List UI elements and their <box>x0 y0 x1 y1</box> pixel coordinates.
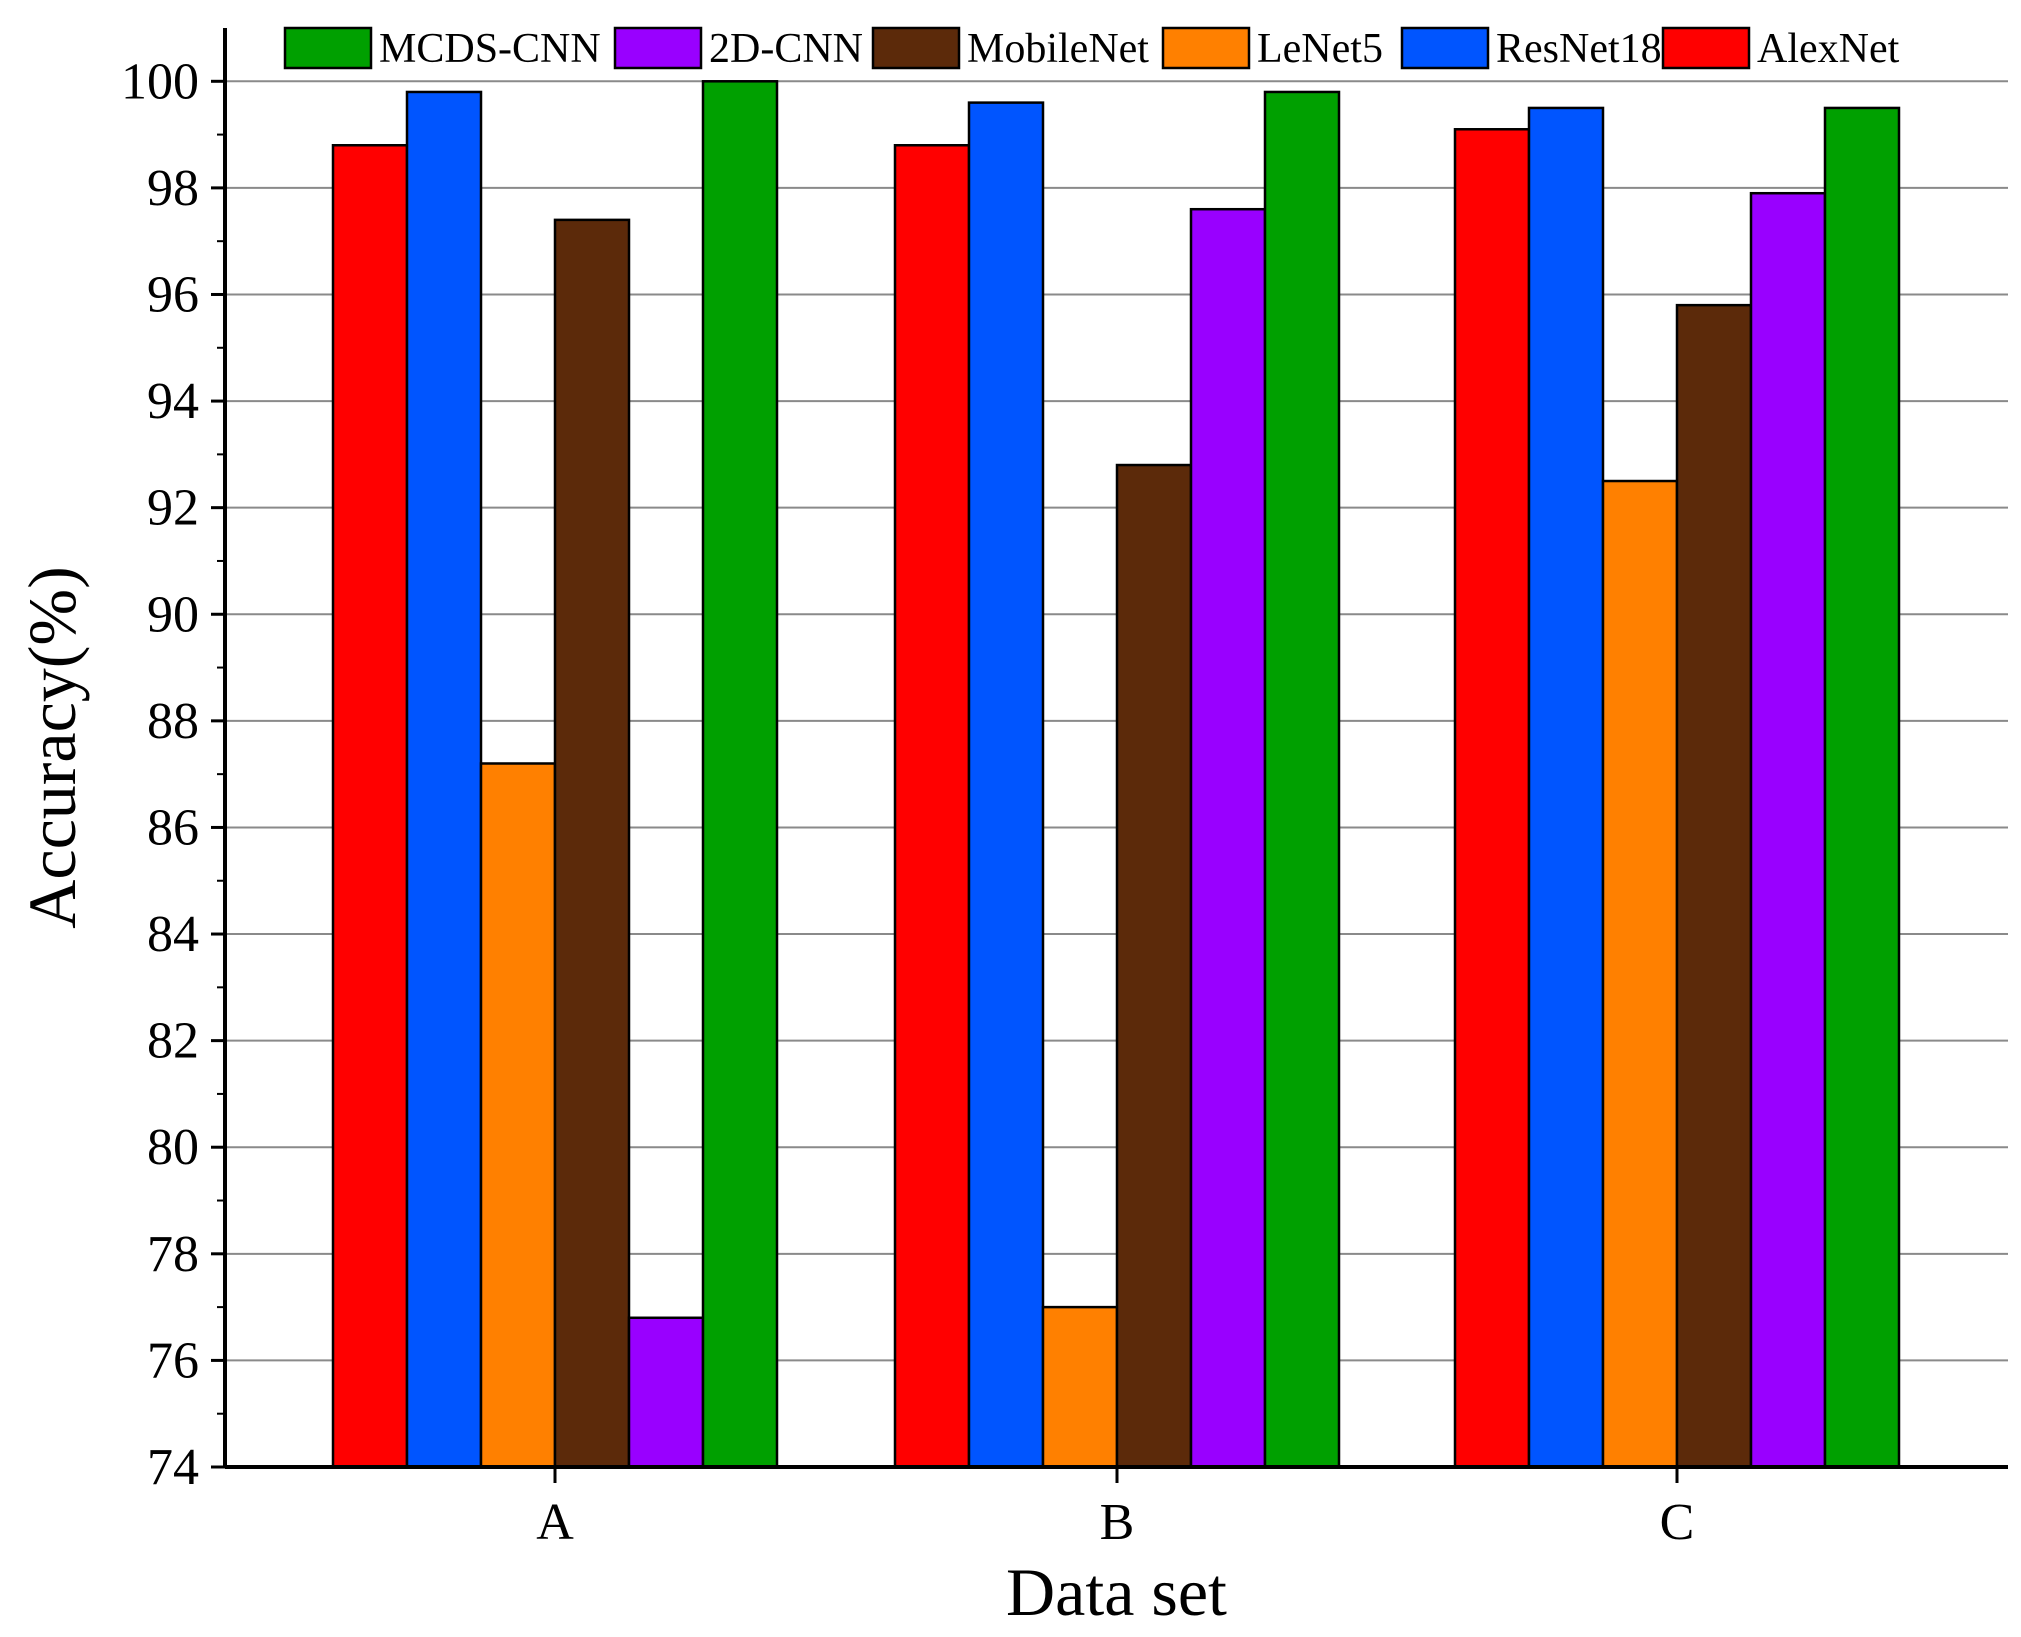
legend: MCDS-CNN 2D-CNN MobileNet LeNet5 ResNet18 Ale… <box>283 26 1900 72</box>
legend-swatch-mcds-cnn <box>283 26 373 70</box>
legend-label-mcds-cnn: MCDS-CNN <box>379 26 601 72</box>
legend-label-lenet5: LeNet5 <box>1257 26 1383 72</box>
legend-swatch-resnet18 <box>1400 26 1490 70</box>
bar-resnet18-a <box>405 90 483 1469</box>
y-tick-label: 86 <box>147 799 199 856</box>
bar-2d-cnn-c <box>1749 191 1827 1469</box>
y-tick-label: 92 <box>147 480 199 537</box>
y-tick-label: 78 <box>147 1226 199 1283</box>
x-axis-title: Data set <box>1006 1554 1227 1630</box>
y-tick-label: 74 <box>147 1439 199 1496</box>
y-tick-label: 98 <box>147 160 199 217</box>
y-axis-title: Accuracy(%) <box>14 566 90 928</box>
legend-swatch-alexnet <box>1661 26 1751 70</box>
bar-lenet5-c <box>1601 479 1679 1469</box>
legend-label-2d-cnn: 2D-CNN <box>709 26 863 72</box>
bars <box>331 80 1901 1469</box>
y-tick-label: 94 <box>147 373 199 430</box>
bar-resnet18-c <box>1527 106 1605 1469</box>
x-tick-label: A <box>536 1494 574 1551</box>
y-tick-label: 82 <box>147 1013 199 1070</box>
legend-label-mobilenet: MobileNet <box>967 26 1149 72</box>
bar-mcds-cnn-c <box>1823 106 1901 1469</box>
y-tick-label: 100 <box>121 53 199 110</box>
y-tick-label: 84 <box>147 906 199 963</box>
x-tick-label: B <box>1100 1494 1135 1551</box>
bar-alexnet-b <box>893 144 971 1469</box>
x-tick-label: C <box>1660 1494 1695 1551</box>
bar-mobilenet-a <box>553 218 631 1469</box>
bar-lenet5-b <box>1041 1305 1119 1469</box>
legend-swatch-lenet5 <box>1161 26 1251 70</box>
bar-mcds-cnn-a <box>701 80 779 1469</box>
y-tick-label: 76 <box>147 1332 199 1389</box>
legend-label-resnet18: ResNet18 <box>1496 26 1662 72</box>
bar-mobilenet-b <box>1115 463 1193 1469</box>
bar-lenet5-a <box>479 762 557 1469</box>
y-tick-label: 96 <box>147 266 199 323</box>
y-tick-label: 88 <box>147 693 199 750</box>
bar-alexnet-c <box>1453 128 1531 1469</box>
legend-swatch-mobilenet <box>871 26 961 70</box>
legend-label-alexnet: AlexNet <box>1757 26 1900 72</box>
bar-resnet18-b <box>967 101 1045 1469</box>
bar-mobilenet-c <box>1675 303 1753 1469</box>
bar-alexnet-a <box>331 144 409 1469</box>
y-tick-label: 90 <box>147 586 199 643</box>
bar-mcds-cnn-b <box>1263 90 1341 1469</box>
legend-swatch-2d-cnn <box>613 26 703 70</box>
bar-2d-cnn-a <box>627 1316 705 1469</box>
bar-2d-cnn-b <box>1189 207 1267 1469</box>
axes: 74 76 78 80 82 84 86 88 90 92 94 96 98 100 A B C <box>121 28 2008 1551</box>
y-tick-label: 80 <box>147 1119 199 1176</box>
